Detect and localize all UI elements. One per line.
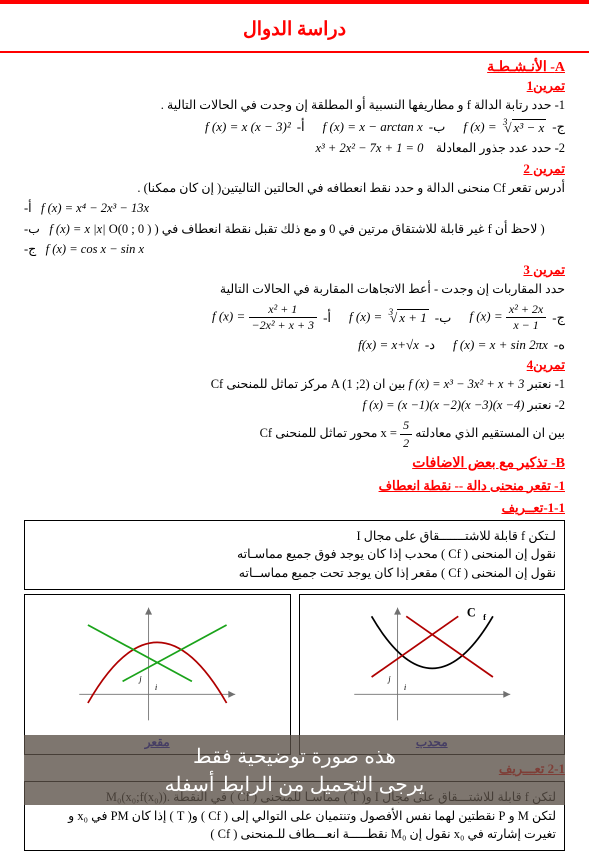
graphs-row: i j C f محدب i j مقعر: [24, 594, 565, 755]
ex1-c-marker: ج-: [552, 119, 565, 135]
ex4-q3-post: = x محور تماثل للمنحنى Cf: [260, 426, 397, 440]
page-title: دراسة الدوال: [0, 18, 589, 41]
ex4-q1-formula: f (x) = x³ − 3x² + x + 3: [409, 376, 525, 394]
watermark-overlay: هذه صورة توضيحية فقط يرجى التحميل من الر…: [24, 735, 565, 805]
ex1-row: أ- f (x) = x (x − 3)² ب- f (x) = x − arc…: [24, 119, 565, 137]
ex3-c-den: x − 1: [506, 318, 546, 333]
ex3-a-den: −2x² + x + 3: [249, 318, 318, 333]
sub-1-1-heading: 1-1-تعــريف: [24, 500, 565, 516]
ex2-b-tail: ( لاحظ أن f غير قابلة للاشتقاق مرتين في …: [109, 222, 545, 236]
ex1-q2-line: 2- حدد عدد جذور المعادلة x³ + 2x² − 7x +…: [24, 140, 565, 158]
ex4-q3-pre: بين ان المستقيم الذي معادلته: [412, 426, 565, 440]
ex3-c-num: x² + 2x: [506, 302, 546, 318]
svg-text:f: f: [483, 612, 486, 622]
graph-concave: i j: [29, 599, 286, 729]
ex2-a-formula: f (x) = x⁴ − 2x³ − 13x: [41, 200, 149, 218]
top-red-bar: [0, 0, 589, 4]
ex4-q3-num: 5: [400, 417, 412, 435]
box1-l1: لـتكن f قابلة للاشتـــــــقاق على مجال I: [33, 527, 556, 546]
ex2-c-formula: f (x) = cos x − sin x: [46, 241, 144, 259]
ex3-b-root-body: x + 1: [397, 309, 429, 326]
box2-l3: تغيرت إشارته في x₀ نقول إن M₀ نقطـــــة …: [33, 825, 556, 844]
red-rule: [0, 51, 589, 53]
ex3-a-num: x² + 1: [249, 302, 318, 318]
ex3-b-prefix: f (x) =: [349, 309, 386, 324]
ex3-d-marker: د-: [425, 337, 435, 353]
ex4-q1-pre: 1- نعتبر: [524, 377, 565, 391]
ex3-a-prefix: f (x) =: [212, 308, 249, 323]
ex3-row2: د- f(x) = x+√x ه- f (x) = x + sin 2πx: [24, 337, 565, 353]
svg-text:i: i: [155, 682, 158, 692]
svg-text:j: j: [138, 673, 142, 683]
ex3-c-marker: ج-: [552, 310, 565, 326]
ex1-c-root-deg: 3: [503, 117, 508, 127]
ex3-a-formula: f (x) = x² + 1−2x² + x + 3: [212, 302, 317, 333]
ex3-b-root-deg: 3: [389, 307, 394, 317]
exercise-3-label: تمرين 3: [24, 262, 565, 278]
ex1-b-marker: ب-: [429, 119, 446, 135]
box2-l2: لتكن M و P نقطتين لهما نفس الأفصول وتنتم…: [33, 807, 556, 826]
sub-1-heading: 1- تقعر منحنى دالة -- نقطة انعطاف: [24, 478, 565, 494]
ex1-a-formula: f (x) = x (x − 3)²: [205, 119, 291, 135]
overlay-line-2: يرجى التحميل من الرابط أسفله: [24, 771, 565, 799]
ex3-b-formula: f (x) = 3√x + 1: [349, 309, 429, 327]
box1-l3: نقول إن المنحنى ( Cf ) مقعر إذا كان يوجد…: [33, 564, 556, 583]
ex3-b-marker: ب-: [435, 310, 452, 326]
ex1-b-formula: f (x) = x − arctan x: [323, 119, 423, 135]
ex3-c-prefix: f (x) =: [469, 308, 506, 323]
graph-concave-cell: i j مقعر: [24, 594, 291, 755]
ex4-q2: 2- نعتبر f (x) = (x −1)(x −2)(x −3)(x −4…: [24, 397, 565, 415]
ex3-d-formula: f(x) = x+√x: [358, 337, 419, 353]
graph-convex-cell: i j C f محدب: [299, 594, 566, 755]
svg-text:i: i: [403, 682, 406, 692]
ex2-a-marker: أ-: [24, 201, 32, 215]
ex3-intro: حدد المقاربات إن وجدت - أعط الاتجاهات ال…: [24, 281, 565, 299]
ex2-b-formula: f (x) = x |x|: [49, 221, 105, 239]
svg-text:C: C: [466, 605, 475, 619]
ex4-q2-pre: 2- نعتبر: [524, 398, 565, 412]
ex4-q2-formula: f (x) = (x −1)(x −2)(x −3)(x −4): [362, 397, 524, 415]
ex1-c-formula: f (x) = 3√x³ − x: [463, 119, 546, 137]
overlay-line-1: هذه صورة توضيحية فقط: [24, 743, 565, 771]
ex1-c-prefix: f (x) =: [463, 119, 500, 134]
ex3-e-marker: ه-: [554, 337, 565, 353]
svg-text:j: j: [387, 673, 391, 683]
box1-l2: نقول إن المنحنى ( Cf ) محدب إذا كان يوجد…: [33, 545, 556, 564]
definition-box-1: لـتكن f قابلة للاشتـــــــقاق على مجال I…: [24, 520, 565, 590]
ex2-b-line: ( لاحظ أن f غير قابلة للاشتقاق مرتين في …: [24, 221, 565, 239]
ex2-a-line: f (x) = x⁴ − 2x³ − 13x أ-: [24, 200, 565, 218]
ex2-c-marker: ج-: [24, 242, 36, 256]
ex3-a-marker: أ-: [323, 310, 331, 326]
ex1-a-marker: أ-: [297, 119, 305, 135]
ex4-q1-post: بين ان A (1 ;2) مركز تماثل للمنحنى Cf: [211, 377, 406, 391]
ex3-row1: أ- f (x) = x² + 1−2x² + x + 3 ب- f (x) =…: [24, 302, 565, 333]
exercise-1-label: تمرين1: [24, 78, 565, 94]
ex1-c-root-body: x³ − x: [512, 119, 547, 136]
exercise-4-label: تمرين4: [24, 357, 565, 373]
ex4-q1: 1- نعتبر f (x) = x³ − 3x² + x + 3 بين ان…: [24, 376, 565, 394]
ex4-q3: بين ان المستقيم الذي معادلته 52 = x محور…: [24, 417, 565, 452]
ex2-intro: أدرس تقعر Cf منحنى الدالة و حدد نقط انعط…: [24, 180, 565, 198]
ex1-q1: 1- حدد رتابة الدالة f و مطاريفها النسبية…: [24, 97, 565, 115]
ex2-b-marker: ب-: [24, 222, 40, 236]
ex1-q2-formula: x³ + 2x² − 7x + 1 = 0: [315, 140, 423, 158]
ex2-c-line: f (x) = cos x − sin x ج-: [24, 241, 565, 259]
ex3-c-formula: f (x) = x² + 2xx − 1: [469, 302, 546, 333]
ex1-q2: 2- حدد عدد جذور المعادلة: [436, 141, 565, 155]
ex3-e-formula: f (x) = x + sin 2πx: [453, 337, 548, 353]
graph-convex: i j C f: [304, 599, 561, 729]
exercise-2-label: تمرين 2: [24, 161, 565, 177]
section-b-heading: B- تذكير مع بعض الاضافات: [24, 455, 565, 472]
ex4-q3-den: 2: [400, 435, 412, 452]
section-a-heading: A- الأنـشـطـة: [24, 59, 565, 76]
